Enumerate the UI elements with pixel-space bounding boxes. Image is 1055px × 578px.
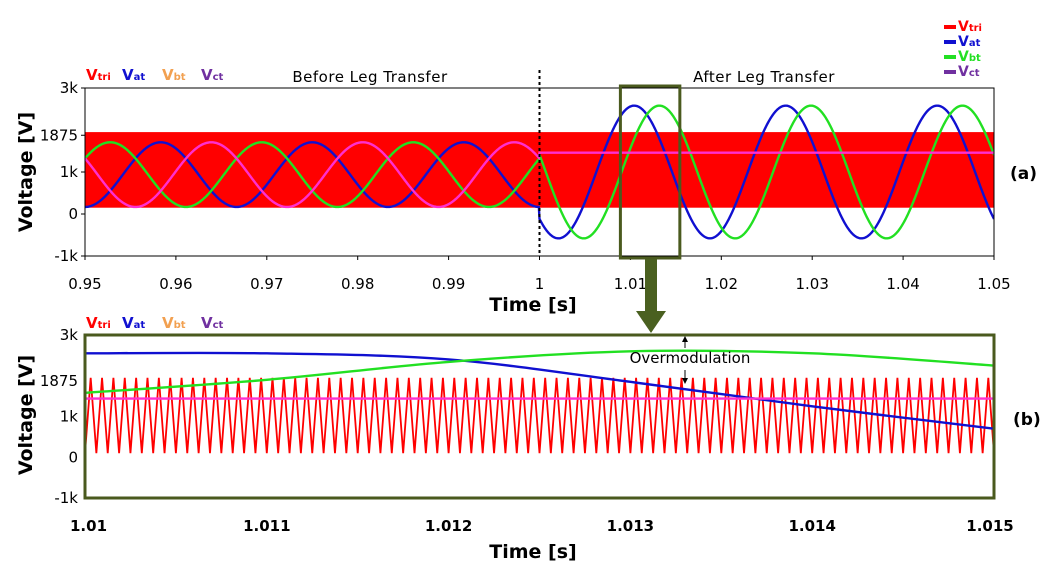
panel-b-x-axis-title: Time [s] [489, 541, 576, 563]
panel-a-label: (a) [1010, 164, 1037, 184]
label-b-vbt: Vbt [162, 314, 186, 332]
label-vct-sub: ct [213, 72, 224, 83]
panel-a-y-axis-title: Voltage [V] [15, 112, 37, 232]
label-vtri-main: V [86, 66, 98, 84]
a-xtick-label: 0.97 [250, 275, 283, 293]
a-xtick-label: 1.04 [886, 275, 919, 293]
label-vct-main: V [201, 66, 213, 84]
b-ytick-label: -1k [54, 489, 78, 507]
series-vat-a [85, 104, 994, 240]
label-b-vtri-sub: tri [98, 320, 111, 331]
label-vat-main: V [122, 66, 134, 84]
label-b-vat-sub: at [134, 320, 146, 331]
b-ytick-label: 1k [60, 408, 79, 426]
a-ytick-label: 3k [60, 79, 79, 97]
b-xtick-label: 1.01 [70, 517, 107, 535]
label-b-vct-main: V [201, 314, 213, 332]
label-vat-sub: at [134, 72, 146, 83]
a-xtick-label: 0.99 [432, 275, 465, 293]
panel-b-label: (b) [1013, 410, 1041, 430]
a-xtick-label: 0.96 [159, 275, 192, 293]
legend-item-vbt: Vbt [944, 49, 981, 65]
a-xtick-label: 0.98 [341, 275, 374, 293]
legend-item-vtri: Vtri [944, 19, 982, 35]
b-ytick-label: 3k [60, 326, 79, 344]
panel-b-y-ticks: 3k 1875 1k 0 -1k [40, 326, 78, 507]
panel-b-signal-labels: Vtri Vat Vbt Vct [86, 314, 224, 332]
panel-a-y-ticks: 3k 1875 1k 0 -1k [40, 79, 85, 265]
b-xtick-label: 1.013 [607, 517, 654, 535]
label-vct: Vct [201, 66, 224, 84]
b-xtick-label: 1.014 [788, 517, 835, 535]
series-vbt-b [85, 349, 994, 395]
b-xtick-label: 1.012 [425, 517, 472, 535]
svg-text:Vat: Vat [958, 34, 981, 50]
legend-vbt-main: V [958, 49, 969, 65]
a-xtick-label: 0.95 [68, 275, 101, 293]
a-xtick-label: 1 [535, 275, 545, 293]
svg-text:Vct: Vct [958, 64, 980, 80]
a-xtick-label: 1.02 [705, 275, 738, 293]
label-b-vbt-sub: bt [174, 320, 186, 331]
series-vat-b [85, 351, 994, 430]
label-b-vat-main: V [122, 314, 134, 332]
panel-b-x-ticks: 1.01 1.011 1.012 1.013 1.014 1.015 [70, 517, 1014, 535]
legend-item-vct: Vct [944, 64, 980, 80]
legend-vct-sub: ct [969, 68, 980, 79]
panel-b-plot-area [85, 349, 994, 454]
label-b-vtri-main: V [86, 314, 98, 332]
label-vat: Vat [122, 66, 145, 84]
zoom-region-box [618, 84, 682, 260]
after-leg-transfer-label: After Leg Transfer [693, 68, 835, 86]
label-b-vbt-main: V [162, 314, 174, 332]
a-ytick-label: 1k [60, 163, 79, 181]
b-ytick-label: 0 [68, 448, 78, 466]
panel-a-signal-labels: Vtri Vat Vbt Vct [86, 66, 224, 84]
before-leg-transfer-label: Before Leg Transfer [292, 68, 448, 86]
label-b-vat: Vat [122, 314, 145, 332]
series-vct-a [85, 141, 994, 209]
vtri-carrier-wave [85, 377, 994, 454]
zoom-arrow [636, 259, 666, 333]
legend-vct-main: V [958, 64, 969, 80]
legend-vat-sub: at [969, 38, 981, 49]
a-xtick-label: 1.01 [614, 275, 647, 293]
legend: Vtri Vat Vbt Vct [944, 19, 982, 80]
panel-a-x-ticks: 0.95 0.96 0.97 0.98 0.99 1 1.01 1.02 1.03 1.04 1.0… [68, 256, 1011, 293]
label-b-vtri: Vtri [86, 314, 111, 332]
legend-vtri-main: V [958, 19, 969, 35]
legend-vbt-sub: bt [969, 53, 981, 64]
overmodulation-label: Overmodulation [630, 349, 751, 367]
a-xtick-label: 1.03 [795, 275, 828, 293]
b-xtick-label: 1.011 [243, 517, 290, 535]
a-ytick-label: 1875 [40, 126, 78, 144]
a-xtick-label: 1.05 [977, 275, 1010, 293]
label-vbt: Vbt [162, 66, 186, 84]
svg-text:Vtri: Vtri [958, 19, 982, 35]
label-vtri: Vtri [86, 66, 111, 84]
label-vtri-sub: tri [98, 72, 111, 83]
label-b-vct-sub: ct [213, 320, 224, 331]
label-vbt-sub: bt [174, 72, 186, 83]
label-vbt-main: V [162, 66, 174, 84]
panel-a: 3k 1875 1k 0 -1k 0.95 0.96 0.97 0.98 0.99 1 1.01 1.… [15, 66, 1037, 333]
panel-b-y-axis-title: Voltage [V] [15, 355, 37, 475]
b-ytick-label: 1875 [40, 372, 78, 390]
label-b-vct: Vct [201, 314, 224, 332]
a-ytick-label: -1k [54, 247, 78, 265]
panel-a-x-axis-title: Time [s] [489, 294, 576, 316]
panel-b-frame [83, 333, 996, 500]
svg-text:Vbt: Vbt [958, 49, 981, 65]
legend-item-vat: Vat [944, 34, 981, 50]
b-xtick-label: 1.015 [966, 517, 1013, 535]
legend-vtri-sub: tri [969, 23, 982, 34]
a-ytick-label: 0 [68, 205, 78, 223]
legend-vat-main: V [958, 34, 969, 50]
